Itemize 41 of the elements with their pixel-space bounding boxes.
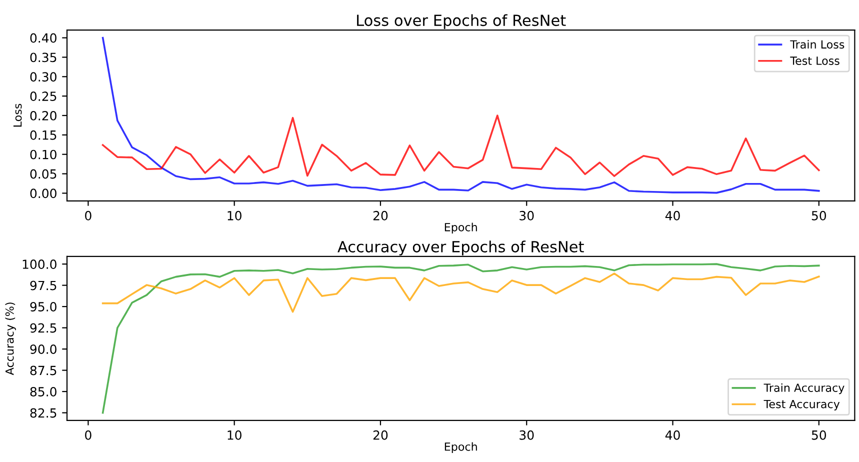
line-series (102, 272, 820, 313)
y-tick-label: 0.35 (30, 52, 56, 62)
x-tick-label: 20 (373, 210, 388, 220)
x-tick-label: 40 (665, 210, 680, 220)
x-tick-label: 0 (85, 210, 92, 220)
x-axis-title: Epoch (444, 442, 477, 453)
y-tick-label: 97.5 (30, 280, 56, 290)
x-tick-label: 30 (520, 210, 534, 220)
y-tick-label: 87.5 (30, 366, 56, 376)
y-tick-label: 82.5 (30, 408, 56, 418)
y-tick-label: 0.05 (30, 169, 56, 179)
x-axis-title: Epoch (444, 222, 477, 234)
y-tick-label: 0.00 (30, 188, 56, 198)
y-axis-title: Accuracy (%) (5, 302, 16, 376)
line-series (102, 114, 820, 178)
x-tick-label: 10 (228, 430, 242, 440)
y-tick-label: 92.5 (30, 323, 56, 333)
y-tick-label: 0.25 (30, 92, 56, 101)
legend-label: Train Accuracy (764, 383, 844, 394)
y-tick-label: 90.0 (30, 344, 56, 354)
x-tick-label: 40 (665, 430, 680, 440)
y-tick-label: 0.30 (30, 72, 56, 82)
y-tick-label: 85.0 (30, 387, 56, 396)
x-tick-label: 10 (228, 210, 242, 220)
chart-title: Accuracy over Epochs of ResNet (338, 240, 584, 256)
legend-label: Test Loss (790, 56, 840, 65)
legend-label: Train Loss (790, 40, 844, 49)
y-axis-title: Loss (13, 104, 22, 127)
legend-label: Test Accuracy (764, 400, 840, 410)
y-tick-label: 0.40 (30, 33, 56, 43)
y-tick-label: 0.20 (30, 110, 56, 120)
x-tick-label: 20 (373, 430, 388, 440)
y-tick-label: 100.0 (22, 260, 56, 269)
x-tick-label: 30 (520, 430, 534, 440)
chart-title: Loss over Epochs of ResNet (357, 14, 566, 30)
y-tick-label: 95.0 (30, 302, 56, 312)
x-tick-label: 0 (85, 430, 92, 440)
y-tick-label: 0.15 (30, 130, 56, 140)
x-tick-label: 50 (812, 430, 826, 440)
x-tick-label: 50 (812, 210, 826, 220)
y-tick-label: 0.10 (30, 150, 56, 160)
